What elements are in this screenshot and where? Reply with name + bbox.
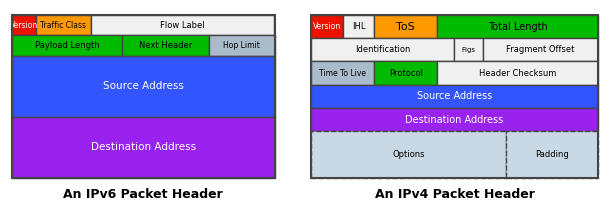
Text: ToS: ToS <box>396 22 415 32</box>
Bar <box>506 131 598 178</box>
Text: Version: Version <box>10 21 38 30</box>
Text: Next Header: Next Header <box>139 41 192 50</box>
Text: IHL: IHL <box>351 22 365 31</box>
Text: Time To Live: Time To Live <box>319 69 366 78</box>
Text: Payload Length: Payload Length <box>35 41 99 50</box>
Bar <box>437 15 598 38</box>
Bar <box>311 61 374 85</box>
Bar <box>12 35 123 56</box>
Bar <box>12 117 274 178</box>
Text: Hop Limit: Hop Limit <box>223 41 260 50</box>
Text: Destination Address: Destination Address <box>405 115 504 125</box>
Text: Protocol: Protocol <box>389 69 423 78</box>
Text: Version: Version <box>313 22 341 31</box>
Bar <box>454 38 483 61</box>
Text: An IPv6 Packet Header: An IPv6 Packet Header <box>63 188 223 201</box>
Bar <box>311 85 598 108</box>
Bar <box>311 108 598 131</box>
Bar <box>311 131 506 178</box>
Text: Header Checksum: Header Checksum <box>479 69 556 78</box>
Text: Source Address: Source Address <box>417 91 492 101</box>
Bar <box>12 15 274 178</box>
Text: Options: Options <box>392 150 425 159</box>
Bar <box>311 15 343 38</box>
Bar <box>36 15 91 35</box>
Text: Flgs: Flgs <box>462 47 476 53</box>
Bar <box>483 38 598 61</box>
Text: An IPv4 Packet Header: An IPv4 Packet Header <box>375 188 534 201</box>
Text: Traffic Class: Traffic Class <box>40 21 87 30</box>
Text: Padding: Padding <box>535 150 569 159</box>
Bar <box>374 15 437 38</box>
Text: Destination Address: Destination Address <box>91 142 196 152</box>
Bar <box>343 15 374 38</box>
Text: Total Length: Total Length <box>487 22 547 32</box>
Bar <box>374 61 437 85</box>
Bar <box>12 56 274 117</box>
Bar <box>437 61 598 85</box>
Text: Identification: Identification <box>355 45 411 54</box>
Text: Fragment Offset: Fragment Offset <box>506 45 575 54</box>
Bar <box>209 35 274 56</box>
Text: Source Address: Source Address <box>103 81 184 91</box>
Bar <box>311 15 598 178</box>
Bar <box>311 38 454 61</box>
Text: Flow Label: Flow Label <box>160 21 205 30</box>
Bar <box>123 35 209 56</box>
Bar <box>91 15 274 35</box>
Bar <box>12 15 36 35</box>
